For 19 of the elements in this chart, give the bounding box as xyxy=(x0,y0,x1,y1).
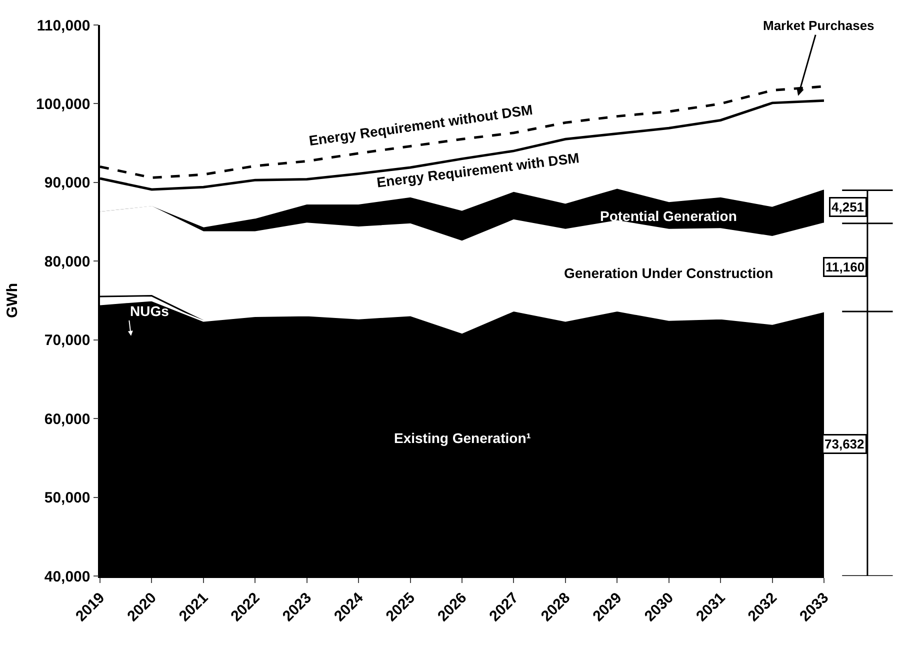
y-tick-label: 70,000 xyxy=(44,332,90,350)
text: Energy Requirement with DSM xyxy=(376,150,580,190)
y-tick-label: 80,000 xyxy=(44,253,90,270)
y-tick-label: 40,000 xyxy=(44,568,90,586)
series-label: Generation Under Construction xyxy=(564,265,774,281)
y-tick-label: 110,000 xyxy=(36,17,90,34)
y-tick-label: 100,000 xyxy=(36,96,90,113)
text: 4,251 xyxy=(832,200,864,214)
series-label: Existing Generation¹ xyxy=(394,430,532,446)
y-axis-title: GWh xyxy=(4,283,21,318)
y-tick-label: 60,000 xyxy=(44,410,90,428)
text: 11,160 xyxy=(826,260,865,274)
series-label: NUGs xyxy=(130,303,170,319)
text: 73,632 xyxy=(824,436,864,452)
text: Energy Requirement without DSM xyxy=(308,101,534,149)
y-tick-label: 90,000 xyxy=(44,174,90,192)
series-label: Potential Generation xyxy=(600,208,737,224)
y-tick-label: 50,000 xyxy=(44,490,90,507)
annotation: Market Purchases xyxy=(763,18,874,33)
